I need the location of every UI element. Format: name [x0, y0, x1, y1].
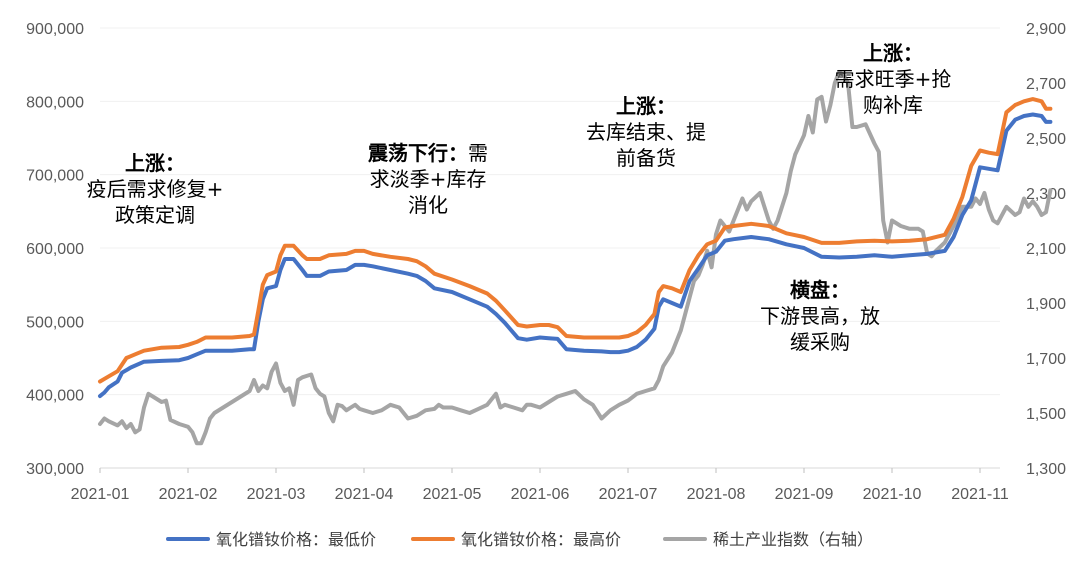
left-tick-label: 400,000: [26, 388, 84, 405]
annotation-line: 消化: [408, 193, 448, 217]
series-line-0: [98, 112, 1053, 399]
right-tick-label: 2,500: [1026, 131, 1066, 148]
x-tick-label: 2021-10: [863, 486, 922, 503]
annotation-line: 上涨：: [863, 41, 923, 65]
x-tick-label: 2021-02: [159, 486, 218, 503]
left-tick-label: 700,000: [26, 168, 84, 185]
annotation-line: 求淡季+库存: [370, 167, 487, 191]
annotation-line: 下游畏高，放: [760, 304, 880, 328]
left-axis: 300,000 400,000 500,000 600,000 700,000 800,0…: [26, 21, 84, 478]
annotations: 上涨：疫后需求修复+政策定调震荡下行：需求淡季+库存消化上涨：去库结束、提前备货…: [87, 41, 952, 354]
legend-label: 氧化镨钕价格：最高价: [461, 530, 621, 549]
annotation-line: 政策定调: [115, 203, 195, 227]
right-tick-label: 1,300: [1026, 461, 1066, 478]
annotation-line: 上涨：: [125, 151, 185, 175]
annotation-line: 去库结束、提: [586, 120, 706, 144]
right-tick-label: 1,700: [1026, 351, 1066, 368]
right-tick-label: 2,300: [1026, 186, 1066, 203]
right-tick-label: 1,500: [1026, 406, 1066, 423]
left-tick-label: 500,000: [26, 314, 84, 331]
legend-label: 氧化镨钕价格：最低价: [216, 530, 376, 549]
annotation-line: 震荡下行：需: [368, 141, 488, 165]
right-tick-label: 2,900: [1026, 21, 1066, 38]
annotation-line: 需求旺季+抢: [835, 67, 952, 91]
right-tick-label: 2,100: [1026, 241, 1066, 258]
x-tick-label: 2021-07: [599, 486, 658, 503]
right-tick-label: 1,900: [1026, 296, 1066, 313]
left-tick-label: 900,000: [26, 21, 84, 38]
x-tick-label: 2021-04: [335, 486, 394, 503]
series-line-1: [98, 97, 1053, 384]
annotation-line: 疫后需求修复+: [87, 177, 224, 201]
legend-label: 稀土产业指数（右轴）: [713, 530, 873, 549]
x-tick-label: 2021-03: [247, 486, 306, 503]
left-tick-label: 300,000: [26, 461, 84, 478]
left-tick-label: 600,000: [26, 241, 84, 258]
x-tick-label: 2021-05: [423, 486, 482, 503]
x-tick-label: 2021-06: [511, 486, 570, 503]
right-axis: 1,300 1,500 1,700 1,900 2,100 2,300 2,500 2,700…: [1026, 21, 1066, 478]
x-tick-label: 2021-11: [951, 486, 1009, 503]
annotation-line: 横盘：: [790, 278, 850, 302]
right-tick-label: 2,700: [1026, 76, 1066, 93]
series-line-2: [98, 70, 1053, 446]
x-tick-label: 2021-09: [775, 486, 834, 503]
annotation-line: 前备货: [616, 146, 676, 170]
x-axis: 2021-01 2021-02 2021-03 2021-04 2021-05 2021-…: [71, 467, 1009, 503]
legend: 氧化镨钕价格：最低价 氧化镨钕价格：最高价 稀土产业指数（右轴）: [166, 530, 873, 549]
gridlines: [100, 27, 1000, 469]
annotation-line: 上涨：: [616, 94, 676, 118]
annotation-line: 购补库: [863, 93, 923, 117]
series-group: [98, 70, 1053, 446]
x-tick-label: 2021-08: [687, 486, 746, 503]
left-tick-label: 800,000: [26, 94, 84, 111]
x-tick-label: 2021-01: [71, 486, 130, 503]
annotation-line: 缓采购: [790, 330, 850, 354]
